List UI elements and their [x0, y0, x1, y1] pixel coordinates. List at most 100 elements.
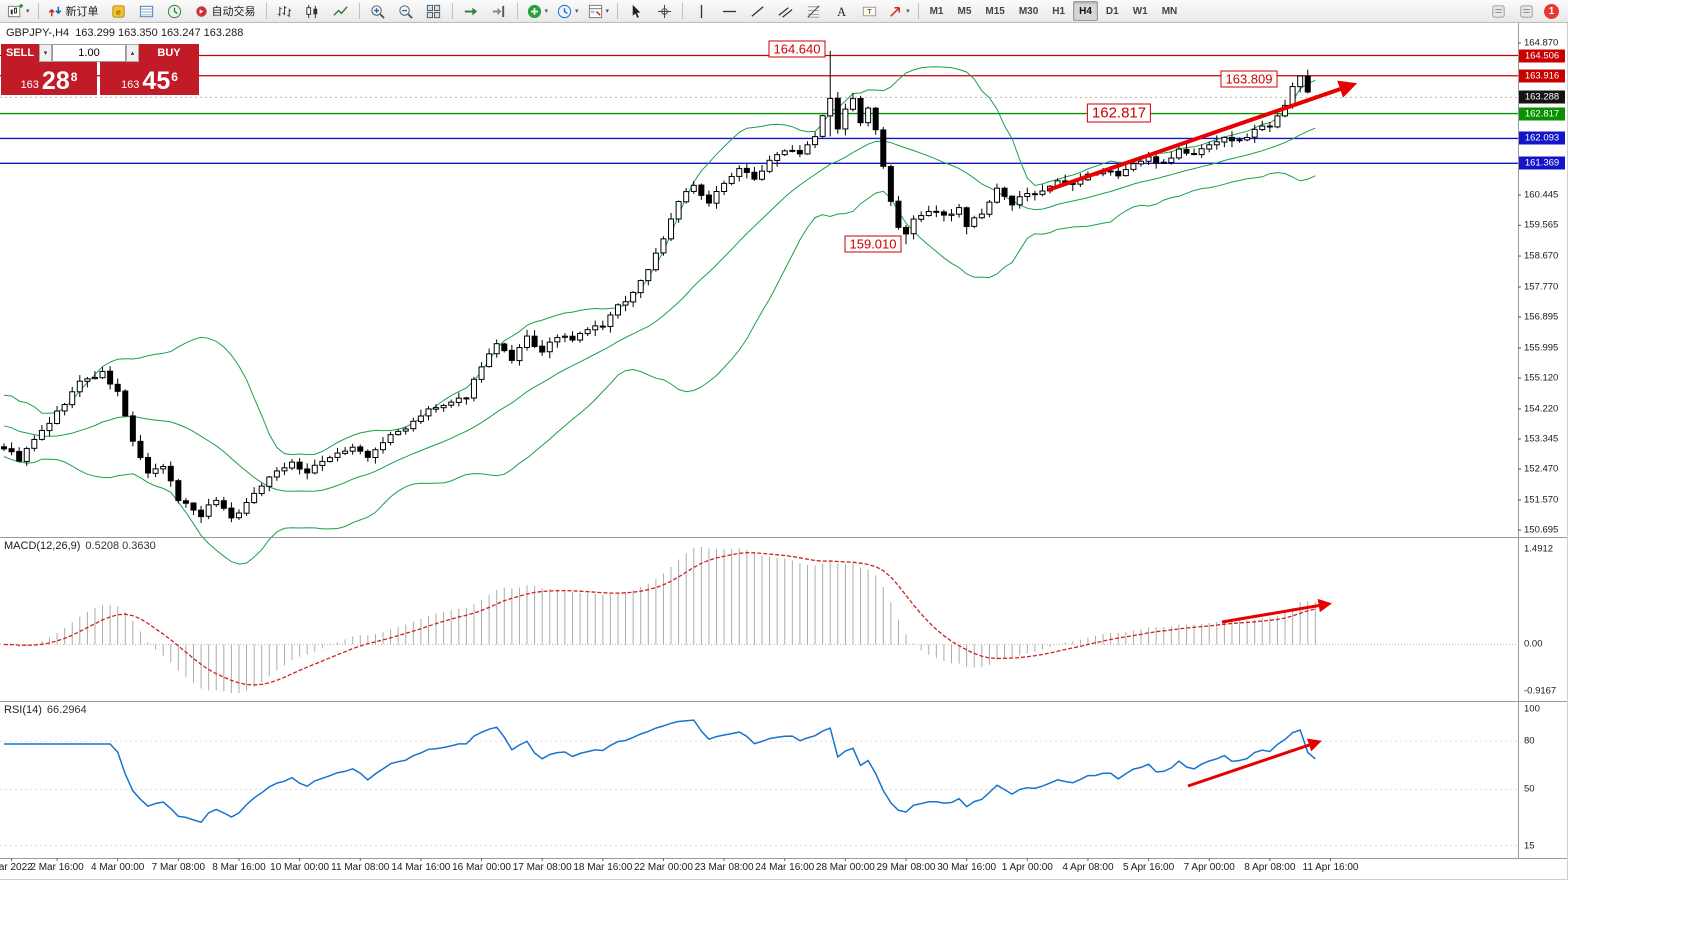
text-button[interactable]: A [828, 0, 854, 22]
horizontal-lines-layer [0, 54, 1518, 164]
trend-arrows-layer [1047, 80, 1358, 788]
chevron-down-icon: ▾ [26, 8, 30, 15]
price-annotation[interactable]: 164.640 [768, 40, 826, 58]
chart-shift-button[interactable] [486, 0, 512, 22]
templates-button[interactable]: ▾ [584, 0, 613, 22]
text-label-icon: T [861, 3, 878, 20]
price-annotation[interactable]: 159.010 [844, 235, 902, 253]
bar-chart-icon [276, 3, 293, 20]
ohlc-values: 163.299 163.350 163.247 163.288 [75, 27, 244, 39]
auto-scroll-icon [462, 3, 479, 20]
price-annotation[interactable]: 162.817 [1086, 103, 1152, 123]
candles-layer [1, 50, 1319, 524]
new-order-label: 新订单 [65, 6, 99, 18]
candle-chart-button[interactable] [300, 0, 326, 22]
buy-label[interactable]: BUY [139, 44, 199, 62]
timeframe-mn[interactable]: MN [1161, 5, 1178, 17]
panel-icon [1490, 3, 1507, 20]
chart-shift-icon [490, 3, 507, 20]
sell-dropdown-caret[interactable]: ▾ [39, 44, 52, 62]
buy-price-prefix: 163 [121, 79, 140, 91]
sell-button[interactable]: 163 28 8 [1, 62, 97, 95]
timeframe-w1[interactable]: W1 [1132, 5, 1148, 17]
zoom-out-button[interactable] [393, 0, 419, 22]
periods-button[interactable]: ▾ [553, 0, 582, 22]
svg-text:A: A [837, 4, 846, 18]
lot-size-input[interactable] [52, 44, 126, 62]
new-chart-button[interactable]: ▾ [4, 0, 33, 22]
price-annotation[interactable]: 163.809 [1220, 70, 1278, 88]
horizontal-line-icon [721, 3, 738, 20]
text-label-button[interactable]: T [856, 0, 882, 22]
toolbar-separator [917, 3, 919, 19]
main-toolbar: ▾ 新订单 e 自动交易 ▾ ▾ ▾ A T ▾ M1 M5 M15 M30 H1 H4 D1 W1 MN 1 [0, 0, 1568, 23]
new-order-button[interactable]: 新订单 [44, 0, 104, 22]
cursor-button[interactable] [623, 0, 649, 22]
auto-scroll-button[interactable] [458, 0, 484, 22]
timeframe-d1[interactable]: D1 [1105, 5, 1119, 17]
symbol-period: GBPJPY-,H4 [6, 27, 70, 39]
toolbar-extra-button-1[interactable] [1485, 0, 1511, 22]
svg-text:e: e [116, 6, 121, 16]
add-indicator-icon [526, 3, 543, 20]
arrow-tools-button[interactable]: ▾ [884, 0, 913, 22]
chart-canvas[interactable] [0, 0, 1568, 880]
timeframe-m15[interactable]: M15 [985, 5, 1005, 17]
rsi-name: RSI(14) [4, 704, 42, 716]
arrow-tools-icon [887, 3, 904, 20]
autotrading-button[interactable]: 自动交易 [190, 0, 261, 22]
toolbar-separator [37, 3, 39, 19]
line-chart-button[interactable] [328, 0, 354, 22]
symbol-ohlc-label: GBPJPY-,H4 163.299 163.350 163.247 163.28… [6, 27, 243, 39]
timeframe-m30[interactable]: M30 [1018, 5, 1039, 17]
timeframe-m5[interactable]: M5 [957, 5, 972, 17]
tile-windows-icon [425, 3, 442, 20]
panel-frame-layer [0, 0, 1568, 880]
macd-indicator-label: MACD(12,26,9) 0.5208 0.3630 [4, 540, 156, 552]
notification-badge[interactable]: 1 [1544, 3, 1559, 19]
sell-label[interactable]: SELL [1, 44, 39, 62]
strategy-tester-button[interactable] [162, 0, 188, 22]
vertical-line-button[interactable] [688, 0, 714, 22]
crosshair-button[interactable] [651, 0, 677, 22]
timeframe-h1[interactable]: H1 [1052, 5, 1066, 17]
toolbar-separator [265, 3, 267, 19]
autotrading-icon [193, 3, 210, 20]
periods-icon [556, 3, 573, 20]
data-window-icon [138, 3, 155, 20]
toolbar-extra-button-2[interactable] [1513, 0, 1539, 22]
bar-chart-button[interactable] [272, 0, 298, 22]
new-chart-icon [7, 3, 24, 20]
metaeditor-button[interactable]: e [106, 0, 132, 22]
timeframe-m1[interactable]: M1 [929, 5, 944, 17]
strategy-tester-icon [166, 3, 183, 20]
horizontal-line-button[interactable] [716, 0, 742, 22]
chevron-down-icon: ▾ [605, 8, 610, 15]
chevron-down-icon: ▾ [906, 8, 910, 15]
line-chart-icon [332, 3, 349, 20]
cursor-icon [628, 3, 645, 20]
add-indicator-button[interactable]: ▾ [523, 0, 552, 22]
fibonacci-button[interactable] [800, 0, 826, 22]
rsi-indicator-label: RSI(14) 66.2964 [4, 704, 87, 716]
crosshair-icon [656, 3, 673, 20]
buy-button[interactable]: 163 45 6 [100, 62, 199, 95]
sell-price-prefix: 163 [20, 79, 39, 91]
sell-price-big: 28 [41, 67, 70, 95]
toolbar-separator [451, 3, 453, 19]
macd-name: MACD(12,26,9) [4, 540, 81, 552]
tile-windows-button[interactable] [421, 0, 447, 22]
equidistant-channel-button[interactable] [772, 0, 798, 22]
trendline-button[interactable] [744, 0, 770, 22]
buy-price-sup: 6 [171, 70, 178, 84]
sell-price-sup: 8 [70, 70, 78, 84]
timeframe-h4[interactable]: H4 [1073, 1, 1098, 21]
buy-price-big: 45 [142, 67, 171, 95]
rsi-value: 66.2964 [46, 704, 87, 716]
data-window-button[interactable] [134, 0, 160, 22]
vertical-line-icon [693, 3, 710, 20]
lot-up-caret[interactable]: ▴ [126, 44, 139, 62]
text-icon: A [833, 3, 850, 20]
zoom-in-button[interactable] [365, 0, 391, 22]
